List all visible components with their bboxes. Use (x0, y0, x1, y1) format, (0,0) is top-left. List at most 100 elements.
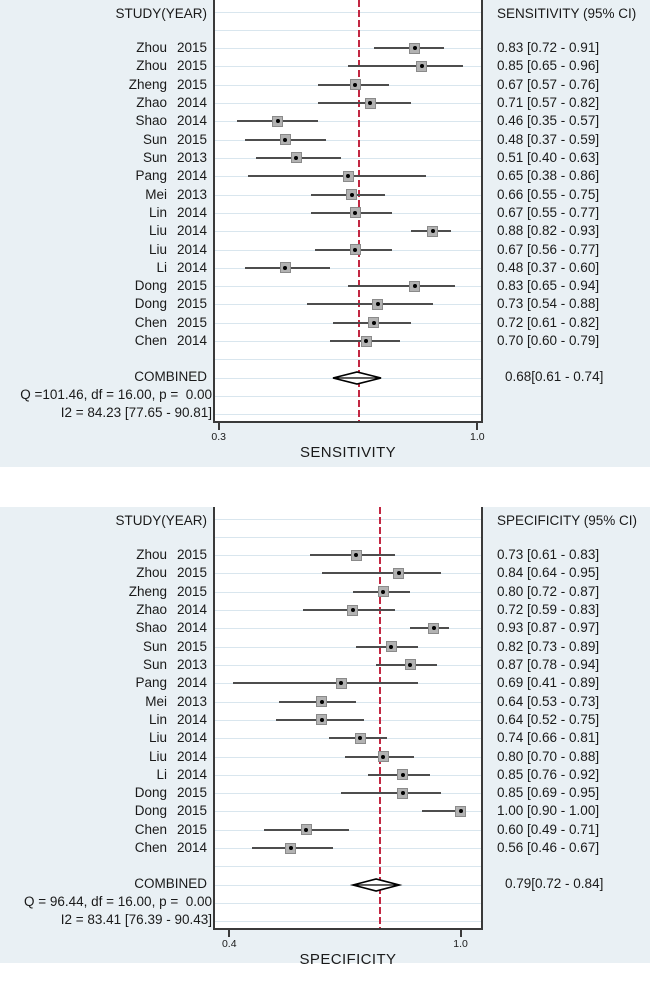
study-year: 2014 (176, 241, 207, 257)
study-label: Dong 2015 (0, 295, 207, 313)
study-name: Liu (148, 241, 167, 257)
sensitivity-panel: STUDY(YEAR) SENSITIVITY (95% CI) COMBINE… (0, 0, 650, 467)
axis-tick-label: 1.0 (469, 431, 485, 443)
gridline (215, 591, 481, 593)
ci-value: 0.88 [0.82 - 0.93] (497, 223, 600, 239)
point-estimate-marker (342, 170, 354, 182)
ci-value: 0.48 [0.37 - 0.60] (497, 259, 600, 275)
study-label: Pang 2014 (0, 167, 207, 185)
study-name: Mei (145, 693, 167, 709)
ci-line (348, 65, 463, 68)
study-year: 2015 (176, 40, 207, 56)
ci-value: 0.60 [0.49 - 0.71] (497, 821, 600, 837)
study-year: 2014 (176, 204, 207, 220)
study-label: Liu 2014 (0, 222, 207, 240)
study-year: 2014 (176, 675, 207, 691)
ci-value: 0.56 [0.46 - 0.67] (497, 840, 600, 856)
study-label: Li 2014 (0, 259, 207, 277)
specificity-ci-header: SPECIFICITY (95% CI) (497, 513, 638, 528)
study-name: Liu (148, 730, 167, 746)
ci-value: 0.66 [0.55 - 0.75] (497, 186, 600, 202)
gridline (215, 48, 481, 50)
point-estimate-marker (279, 262, 291, 274)
study-name: Zheng (128, 583, 167, 599)
gridline (215, 866, 481, 868)
study-year: 2014 (176, 766, 207, 782)
study-name: Lin (148, 204, 167, 220)
study-name: Li (156, 259, 167, 275)
study-label: Dong 2015 (0, 784, 207, 802)
study-year: 2015 (176, 565, 207, 581)
ci-value: 0.85 [0.69 - 0.95] (497, 785, 600, 801)
study-name: Sun (142, 638, 167, 654)
study-label: Zhou 2015 (0, 564, 207, 582)
study-label: Chen 2014 (0, 839, 207, 857)
point-estimate-marker (377, 751, 389, 763)
study-year-header: STUDY(YEAR) (115, 6, 207, 21)
gridline (215, 11, 481, 13)
study-year: 2015 (176, 58, 207, 74)
study-name: Chen (134, 821, 167, 837)
gridline (215, 848, 481, 850)
study-label: Mei 2013 (0, 693, 207, 711)
point-estimate-marker (354, 732, 366, 744)
study-year: 2015 (176, 638, 207, 654)
gridline (215, 267, 481, 269)
ci-value: 0.71 [0.57 - 0.82] (497, 95, 600, 111)
study-label: Lin 2014 (0, 204, 207, 222)
point-estimate-marker (397, 787, 409, 799)
ci-value: 1.00 [0.90 - 1.00] (497, 803, 600, 819)
study-name: Pang (135, 168, 167, 184)
study-label: Chen 2014 (0, 332, 207, 350)
ci-value: 0.80 [0.72 - 0.87] (497, 583, 600, 599)
study-label: Li 2014 (0, 766, 207, 784)
study-year: 2015 (176, 785, 207, 801)
ci-value: 0.87 [0.78 - 0.94] (497, 656, 600, 672)
ci-line (307, 303, 433, 306)
gridline (215, 903, 481, 904)
study-name: Dong (134, 278, 167, 294)
study-year: 2013 (176, 186, 207, 202)
combined-diamond (349, 877, 403, 892)
point-estimate-marker (360, 335, 372, 347)
study-name: Li (156, 766, 167, 782)
point-estimate-marker (368, 317, 380, 329)
ci-value: 0.67 [0.57 - 0.76] (497, 76, 600, 92)
point-estimate-marker (316, 714, 328, 726)
axis-tick (459, 930, 462, 937)
combined-label: COMBINED (134, 369, 207, 384)
sensitivity-plot-area (213, 0, 483, 423)
gridline (215, 29, 481, 31)
point-estimate-marker (427, 225, 439, 237)
gridline (215, 157, 481, 159)
study-year: 2015 (176, 76, 207, 92)
ci-value: 0.64 [0.53 - 0.73] (497, 693, 600, 709)
point-estimate-marker (364, 97, 376, 109)
axis-tick-label: 0.3 (211, 431, 226, 443)
point-estimate-marker (428, 622, 440, 634)
study-year: 2015 (176, 131, 207, 147)
study-year: 2014 (176, 168, 207, 184)
study-name: Sun (142, 656, 167, 672)
ci-line (233, 682, 419, 685)
x-axis-label: SENSITIVITY (299, 444, 397, 461)
study-year: 2014 (176, 840, 207, 856)
ci-value: 0.72 [0.59 - 0.83] (497, 602, 600, 618)
study-name: Liu (148, 223, 167, 239)
ci-line (318, 102, 411, 105)
study-year: 2014 (176, 223, 207, 239)
axis-tick (228, 930, 231, 937)
study-name: Sun (142, 149, 167, 165)
study-year: 2015 (176, 583, 207, 599)
study-year: 2014 (176, 620, 207, 636)
point-estimate-marker (377, 586, 389, 598)
gridline (215, 884, 481, 886)
combined-ci-value: 0.79[0.72 - 0.84] (505, 876, 604, 891)
gridline (215, 646, 481, 648)
study-year: 2013 (176, 149, 207, 165)
axis-tick-label: 0.4 (221, 938, 237, 950)
study-name: Sun (142, 131, 167, 147)
heterogeneity-i2-statistic: I2 = 83.41 [76.39 - 90.43] (60, 912, 212, 927)
point-estimate-marker (300, 824, 312, 836)
ci-value: 0.69 [0.41 - 0.89] (497, 675, 600, 691)
